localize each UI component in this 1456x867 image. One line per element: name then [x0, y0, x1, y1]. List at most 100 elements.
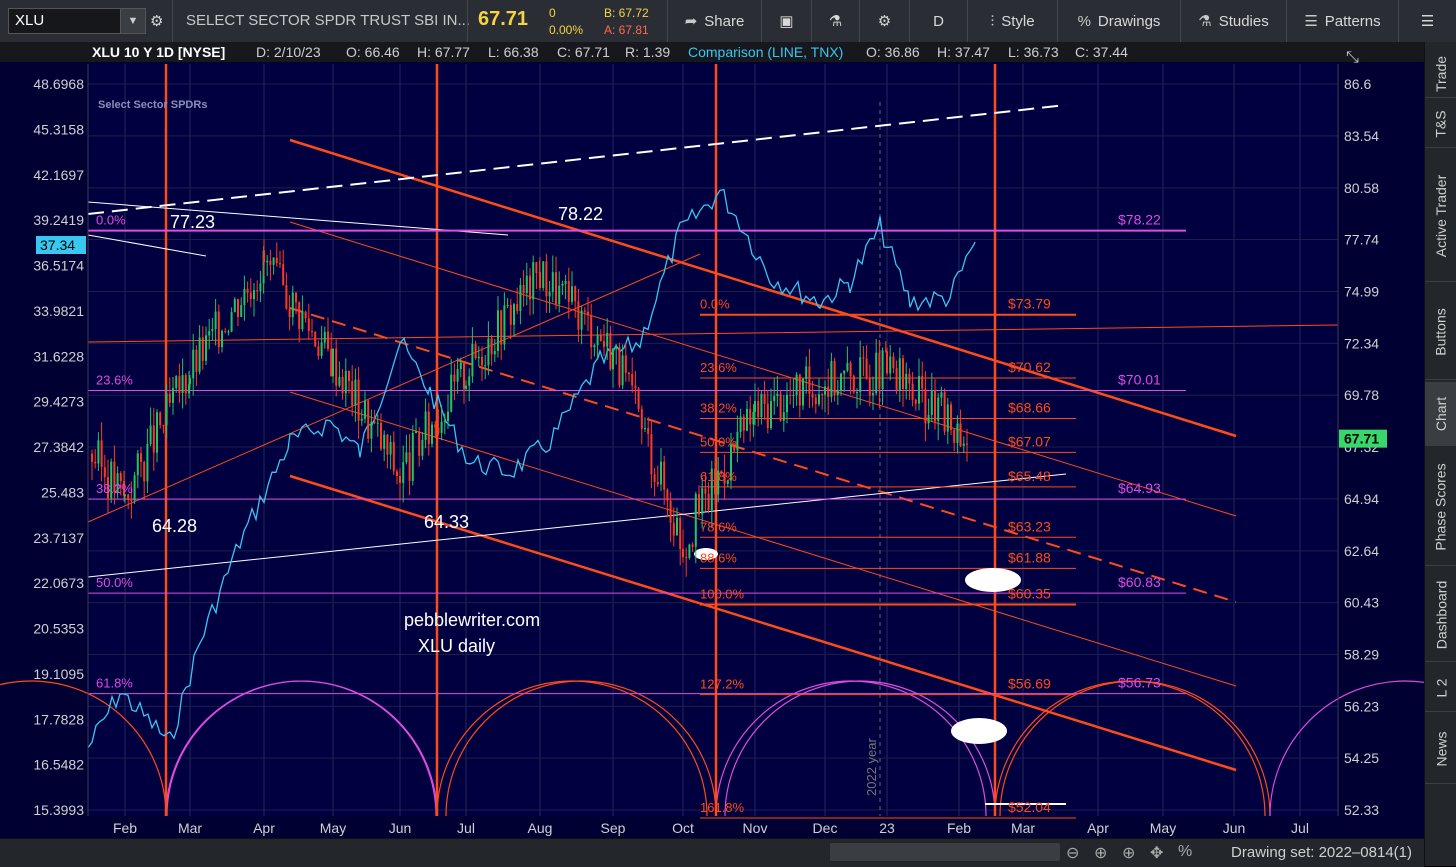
tab-dashboard[interactable]: Dashboard: [1425, 568, 1456, 662]
candle-body: [846, 362, 849, 371]
collapse-icon[interactable]: ⤡: [1346, 49, 1359, 66]
comparison-label: Comparison (LINE, TNX): [688, 44, 843, 60]
candle-body: [162, 425, 165, 427]
cycle-arc: [999, 680, 1271, 817]
candle-body: [447, 411, 449, 422]
candle-body: [532, 262, 535, 300]
percent-scale-icon[interactable]: %: [1178, 843, 1193, 860]
percent-icon: %: [1077, 12, 1091, 30]
more-options-button[interactable]: ☰: [1398, 0, 1456, 42]
candle-body: [178, 376, 181, 394]
header-high: H: 67.77: [417, 44, 470, 60]
candle-body: [717, 470, 720, 495]
candle-body: [821, 394, 824, 396]
candle-body: [146, 443, 149, 482]
candle-body: [590, 315, 593, 348]
candle-body: [905, 373, 908, 390]
candles: [91, 239, 968, 577]
cycle-arc: [1269, 680, 1456, 817]
style-button[interactable]: ⫶ Style: [967, 0, 1057, 42]
tab-trade[interactable]: Trade: [1425, 50, 1456, 98]
tab-phase-scores[interactable]: Phase Scores: [1425, 448, 1456, 566]
watermark-caption: XLU daily: [418, 636, 495, 656]
candle-body: [596, 334, 599, 346]
studies-lab-button[interactable]: ⚗: [811, 0, 859, 42]
fib-ext-left-label: 23.6%: [700, 360, 737, 375]
share-button[interactable]: ➦ Share: [667, 0, 761, 42]
fib-right-label: $60.83: [1118, 574, 1161, 590]
candle-body: [571, 286, 573, 302]
fib-ext-right-label: $68.66: [1008, 400, 1051, 416]
candle-body: [698, 494, 700, 515]
candle-body: [330, 348, 333, 377]
zoom-out-icon[interactable]: ⊖: [1066, 845, 1080, 862]
candle-body: [924, 388, 927, 424]
candle-body: [634, 385, 637, 389]
patterns-button[interactable]: ☰ Patterns: [1286, 0, 1398, 42]
zoom-in-icon[interactable]: ⊕: [1122, 845, 1136, 862]
tab-active-trader[interactable]: Active Trader: [1425, 150, 1456, 282]
candle-body: [431, 424, 433, 444]
cycle-arc: [445, 680, 717, 817]
candle-body: [172, 388, 174, 403]
tab-chart[interactable]: Chart: [1425, 382, 1456, 446]
candle-body: [320, 342, 323, 357]
rising-line: [87, 253, 701, 523]
crosshair-icon[interactable]: ⊕: [1094, 845, 1108, 862]
candle-body: [211, 329, 214, 331]
candle-body: [408, 452, 411, 481]
scrollbar-thumb[interactable]: [830, 843, 1060, 861]
candle-body: [351, 381, 354, 406]
left-axis-tick: 29.4273: [33, 394, 84, 410]
candle-body: [603, 341, 605, 347]
candle-body: [650, 433, 653, 475]
chart-area[interactable]: 0.0% 23.6% 38.2% 50.0% 61.8% $78.22 $70.01 $64.…: [0, 42, 1456, 838]
annotation-arrow: [87, 234, 207, 257]
candle-body: [726, 480, 729, 484]
chart-settings-button[interactable]: ⚙: [859, 0, 909, 42]
candle-body: [707, 493, 710, 511]
x-axis-tick: Oct: [672, 820, 694, 836]
tab-buttons[interactable]: Buttons: [1425, 284, 1456, 380]
bottom-bar: ⊖ ⊕ ⊕ ✥ % Drawing set: 2022–0814(1): [0, 838, 1424, 867]
candle-body: [484, 365, 487, 367]
candle-body: [859, 357, 862, 393]
fib-ext-left-label: 78.6%: [700, 519, 737, 534]
candle-body: [878, 352, 881, 390]
symbol-dropdown-icon[interactable]: ▼: [120, 8, 146, 34]
drawing-set-label[interactable]: Drawing set: 2022–0814(1): [1231, 844, 1412, 861]
tab-l-2[interactable]: L 2: [1425, 664, 1456, 712]
candle-body: [672, 522, 675, 536]
tab-label: T&S: [1432, 109, 1449, 138]
candle-body: [567, 281, 570, 302]
x-axis-tick: 23: [879, 820, 895, 836]
support-line: [87, 473, 1067, 578]
fib-ext-right-label: $67.07: [1008, 433, 1051, 449]
flexible-grid-button[interactable]: ▣: [761, 0, 811, 42]
price-chart[interactable]: 0.0% 23.6% 38.2% 50.0% 61.8% $78.22 $70.01 $64.…: [0, 42, 1456, 838]
candle-body: [175, 376, 178, 389]
candle-body: [789, 394, 792, 396]
channel-quarter-line: [289, 391, 1237, 687]
left-axis-tick: 42.1697: [33, 167, 84, 183]
left-axis-tick: 19.1095: [33, 666, 84, 682]
settings-icon[interactable]: ⚙: [150, 13, 164, 30]
studies-button[interactable]: ⚗ Studies: [1180, 0, 1286, 42]
right-axis-tick: 80.58: [1344, 180, 1379, 196]
tab-t-s[interactable]: T&S: [1425, 100, 1456, 148]
candle-body: [966, 443, 968, 445]
candle-body: [233, 299, 236, 313]
tab-label: Active Trader: [1433, 174, 1450, 257]
last-price-badge: [1339, 429, 1387, 448]
timeframe-button[interactable]: D: [909, 0, 967, 42]
drawings-button[interactable]: % Drawings: [1057, 0, 1180, 42]
x-axis-tick: Aug: [528, 820, 553, 836]
left-axis-tick: 17.7828: [33, 711, 84, 727]
pan-icon[interactable]: ✥: [1150, 845, 1164, 862]
candle-body: [453, 374, 456, 382]
candle-body: [341, 376, 344, 394]
candle-body: [953, 429, 956, 443]
candle-body: [314, 332, 317, 347]
tab-news[interactable]: News: [1425, 714, 1456, 784]
candle-body: [763, 393, 766, 404]
